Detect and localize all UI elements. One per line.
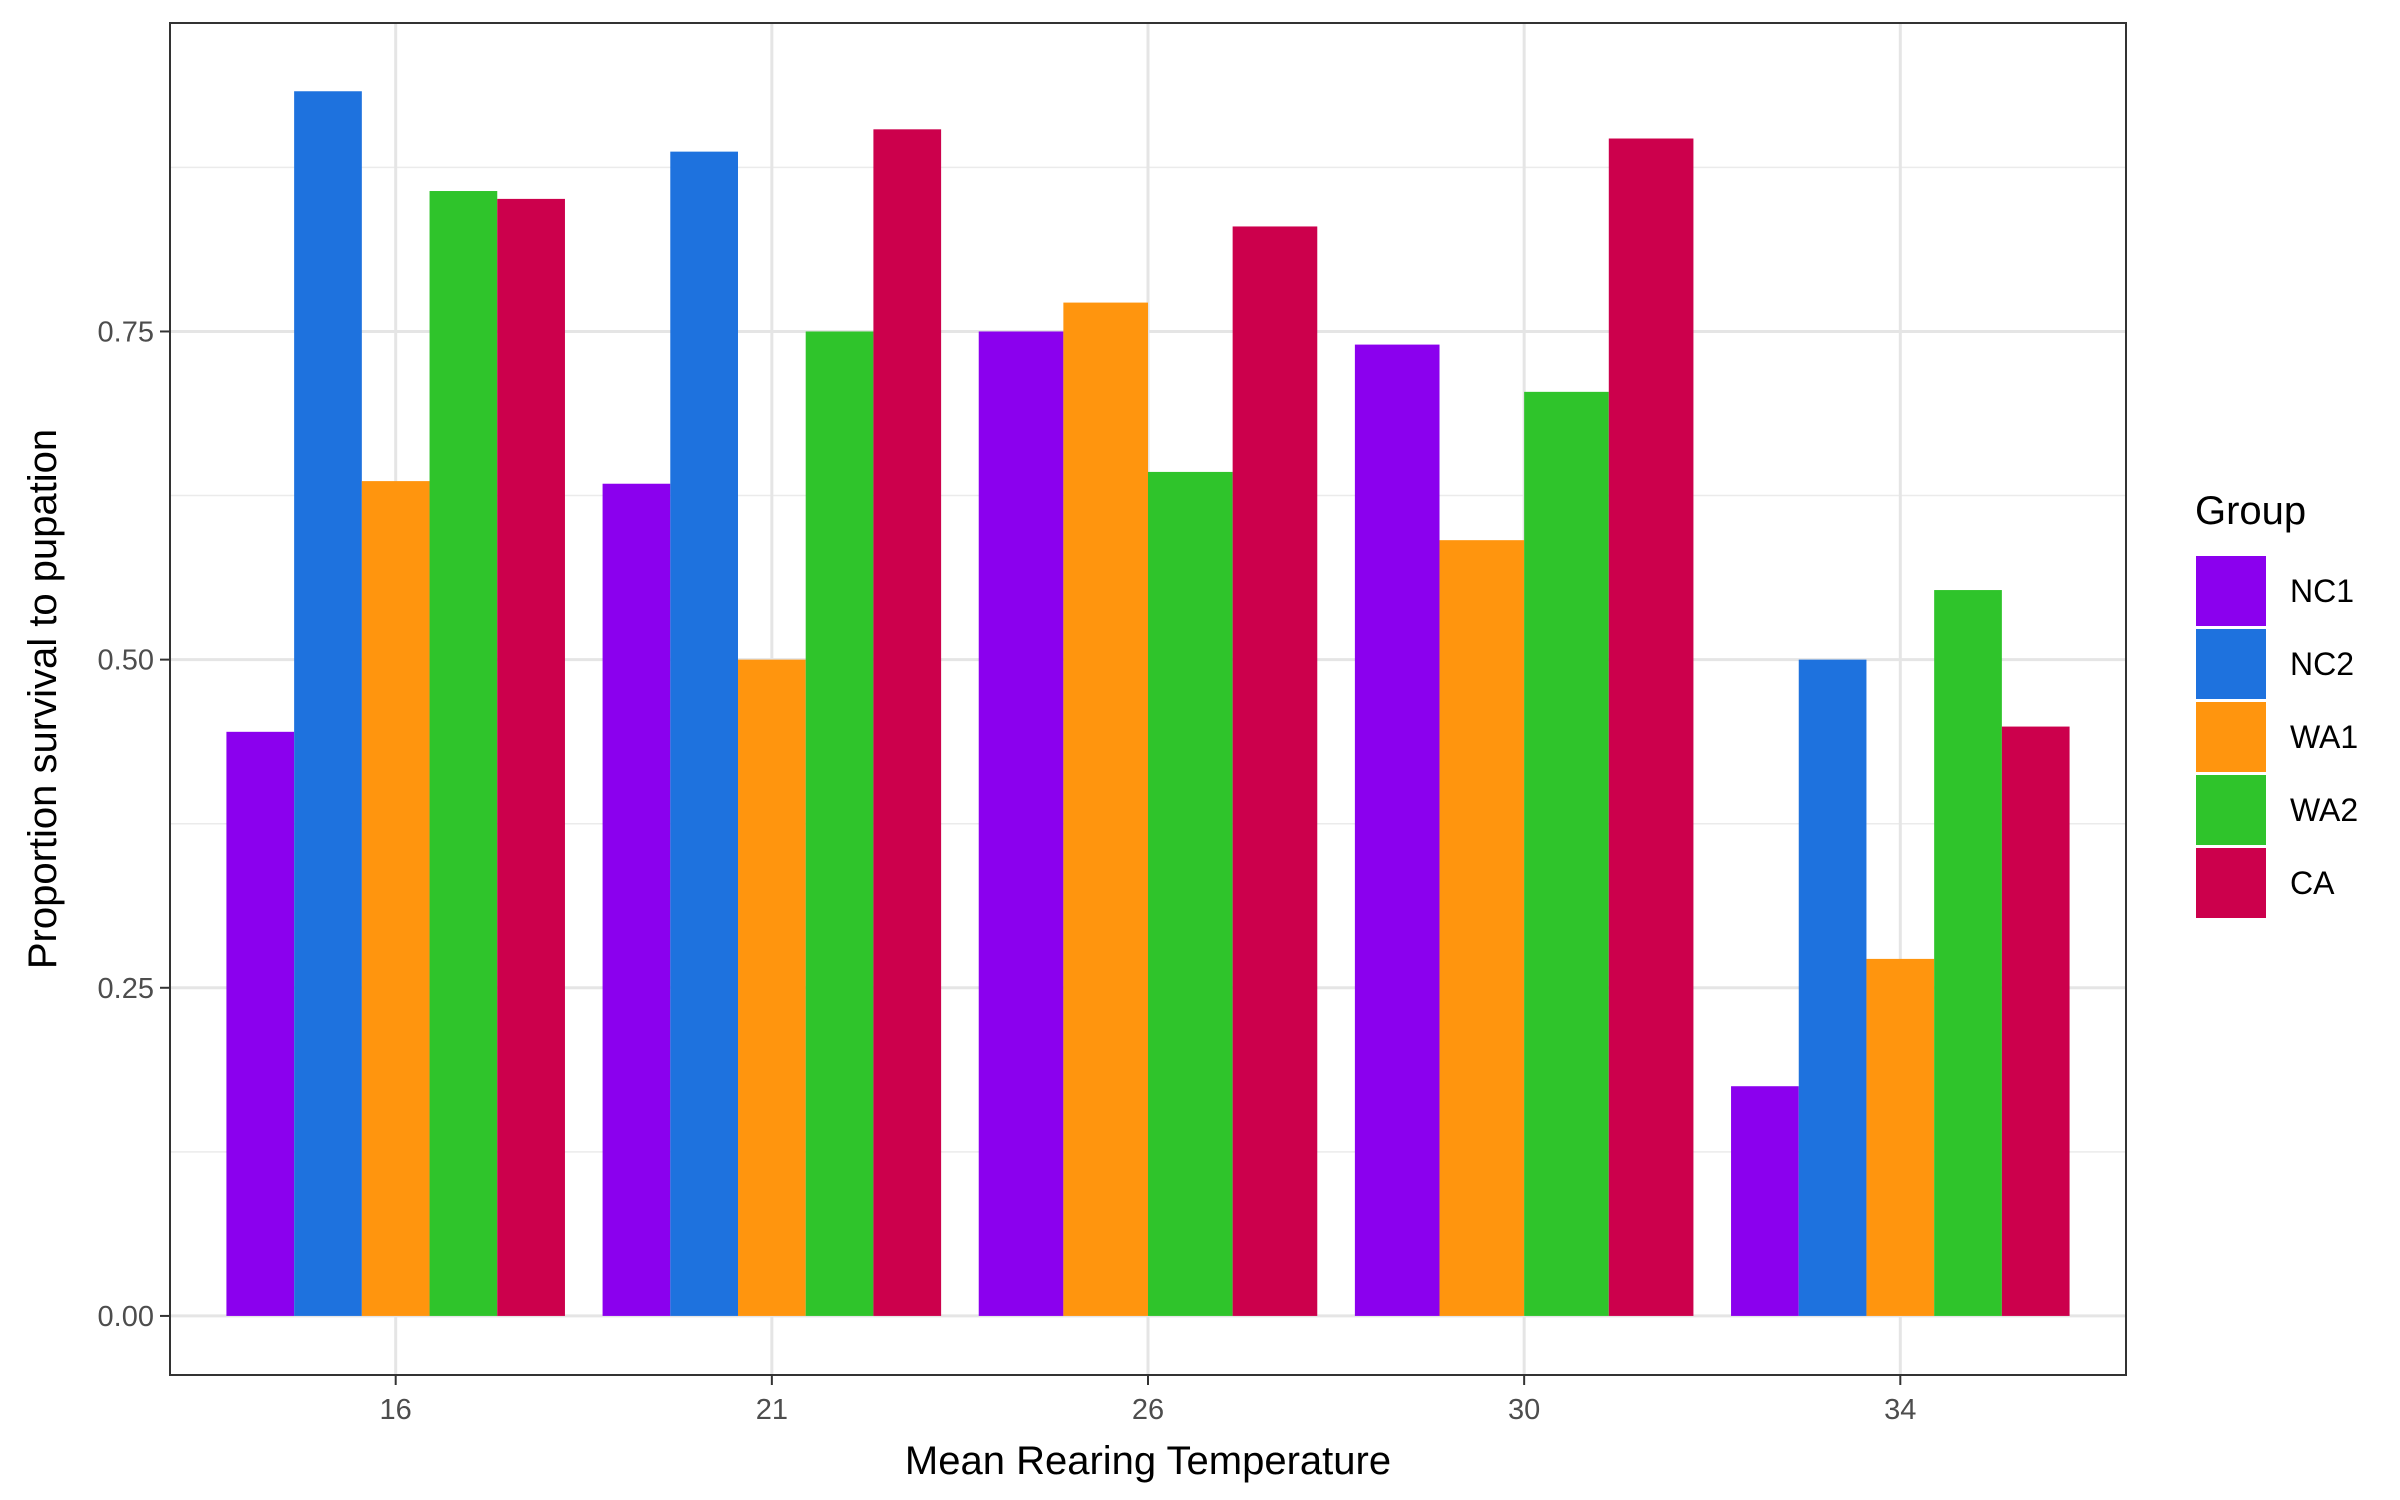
legend-key-wa1: [2196, 702, 2266, 772]
bar-wa1-21: [737, 659, 806, 1316]
y-tick-label: 0.00: [98, 1301, 154, 1333]
bar-wa1-26: [1063, 302, 1148, 1316]
bar-wa2-30: [1524, 391, 1609, 1316]
y-tick-label: 0.25: [98, 973, 154, 1005]
x-tick-label: 30: [1508, 1394, 1540, 1426]
bar-nc1-34: [1731, 1086, 1799, 1316]
bar-nc1-16: [226, 731, 295, 1316]
x-tick-label: 26: [1132, 1394, 1164, 1426]
legend-key-wa2: [2196, 775, 2266, 845]
x-tick-label: 21: [756, 1394, 788, 1426]
y-tick-label: 0.75: [98, 316, 154, 348]
legend-label-wa1: WA1: [2290, 719, 2358, 755]
legend: Group NC1 NC2 WA1 WA2 CA: [2195, 489, 2358, 918]
x-tick-label: 16: [380, 1394, 412, 1426]
legend-label-nc1: NC1: [2290, 573, 2354, 609]
bar-wa1-34: [1866, 958, 1935, 1316]
bar-nc1-30: [1354, 344, 1440, 1316]
bar-wa1-16: [361, 481, 430, 1316]
bar-wa2-21: [805, 331, 874, 1316]
x-tick-label: 34: [1884, 1394, 1916, 1426]
bar-ca-34: [2001, 726, 2070, 1316]
legend-label-nc2: NC2: [2290, 646, 2354, 682]
legend-key-nc1: [2196, 556, 2266, 626]
bar-wa2-26: [1148, 471, 1233, 1316]
bar-ca-21: [873, 129, 942, 1316]
legend-key-nc2: [2196, 629, 2266, 699]
legend-key-ca: [2196, 848, 2266, 918]
axes: 0.00 0.25 0.50 0.75 16 21 26 30 34: [98, 316, 1917, 1426]
y-axis-title: Proportion survival to pupation: [21, 429, 65, 969]
bar-nc1-21: [602, 483, 671, 1316]
legend-label-wa2: WA2: [2290, 792, 2358, 828]
bar-nc2-34: [1798, 659, 1867, 1316]
legend-label-ca: CA: [2290, 865, 2335, 901]
bar-wa1-30: [1439, 540, 1525, 1316]
y-tick-label: 0.50: [98, 645, 154, 677]
bars: [226, 91, 2070, 1316]
bar-ca-26: [1232, 226, 1318, 1316]
bar-ca-30: [1608, 138, 1694, 1316]
bar-wa2-34: [1934, 590, 2002, 1316]
bar-nc2-16: [294, 91, 362, 1316]
legend-title: Group: [2195, 489, 2306, 533]
bar-wa2-16: [429, 191, 498, 1316]
x-axis-title: Mean Rearing Temperature: [905, 1439, 1391, 1483]
bar-ca-16: [497, 198, 565, 1316]
bar-nc1-26: [978, 331, 1064, 1316]
bar-nc2-21: [670, 151, 738, 1316]
